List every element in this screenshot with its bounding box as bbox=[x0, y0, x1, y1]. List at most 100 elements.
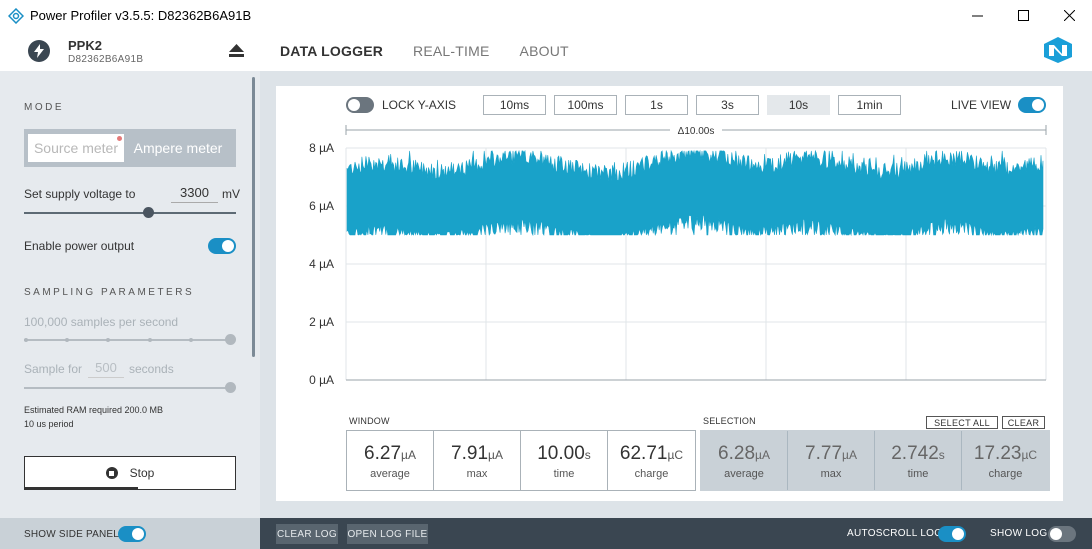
voltage-label: Set supply voltage to bbox=[24, 187, 136, 201]
window-1s-button[interactable]: 1s bbox=[625, 95, 688, 115]
side-panel-scrollbar[interactable] bbox=[252, 77, 255, 357]
maximize-button[interactable] bbox=[1000, 0, 1046, 31]
window-max-unit: µA bbox=[488, 448, 503, 462]
window-10ms-button[interactable]: 10ms bbox=[483, 95, 546, 115]
window-time: 10.00s time bbox=[521, 431, 608, 490]
ram-estimate: Estimated RAM required 200.0 MB bbox=[24, 405, 164, 415]
source-meter-indicator bbox=[117, 136, 122, 141]
data-logger-panel: LOCK Y-AXIS 10ms 100ms 1s 3s 10s 1min LI… bbox=[276, 86, 1063, 501]
live-view-toggle[interactable] bbox=[1018, 97, 1046, 113]
stop-icon bbox=[105, 467, 118, 479]
source-meter-label: Source meter bbox=[33, 140, 119, 156]
sample-for-unit: seconds bbox=[129, 362, 174, 376]
window-100ms-button[interactable]: 100ms bbox=[554, 95, 617, 115]
samples-slider-tick bbox=[65, 338, 69, 342]
lock-y-axis-toggle[interactable] bbox=[346, 97, 374, 113]
window-title: Power Profiler v3.5.5: D82362B6A91B bbox=[30, 8, 252, 23]
sampling-progress-bar bbox=[24, 487, 138, 490]
y-tick-label: 2 µA bbox=[309, 315, 334, 329]
window-stats-boxes: 6.27µA average 7.91µA max 10.00s time 62… bbox=[346, 430, 696, 491]
voltage-input[interactable]: 3300 bbox=[171, 185, 218, 203]
samples-slider-tick bbox=[24, 338, 28, 342]
show-side-panel-toggle[interactable] bbox=[118, 526, 146, 542]
selection-average-unit: µA bbox=[755, 448, 770, 462]
autoscroll-log-toggle[interactable] bbox=[938, 526, 966, 542]
y-tick-label: 4 µA bbox=[309, 257, 334, 271]
selection-charge-label: charge bbox=[988, 468, 1023, 480]
mode-title: MODE bbox=[24, 102, 64, 113]
lock-y-axis-label: LOCK Y-AXIS bbox=[382, 98, 457, 112]
selection-average-value: 6.28 bbox=[718, 443, 756, 464]
window-3s-button[interactable]: 3s bbox=[696, 95, 759, 115]
y-tick-label: 6 µA bbox=[309, 199, 334, 213]
selection-charge-unit: µC bbox=[1021, 448, 1038, 462]
duration-slider-handle[interactable] bbox=[225, 382, 236, 393]
chart-toolbar: LOCK Y-AXIS 10ms 100ms 1s 3s 10s 1min LI… bbox=[276, 86, 1063, 122]
window-charge-value: 62.71 bbox=[619, 443, 668, 464]
minimize-button[interactable] bbox=[954, 0, 1000, 31]
selection-time-value: 2.742 bbox=[891, 443, 939, 464]
tab-data-logger[interactable]: DATA LOGGER bbox=[280, 43, 384, 59]
samples-slider-tick bbox=[106, 338, 110, 342]
selection-average-label: average bbox=[724, 468, 764, 480]
samples-slider-track[interactable] bbox=[24, 339, 232, 341]
minimize-icon bbox=[971, 15, 983, 17]
autoscroll-log-label: AUTOSCROLL LOG bbox=[847, 528, 943, 539]
selection-max: 7.77µA max bbox=[788, 431, 875, 490]
device-selector[interactable]: PPK2 D82362B6A91B bbox=[0, 31, 260, 71]
show-log-label: SHOW LOG bbox=[990, 528, 1048, 539]
window-average: 6.27µA average bbox=[347, 431, 434, 490]
voltage-slider-handle[interactable] bbox=[143, 207, 154, 218]
tab-about[interactable]: ABOUT bbox=[519, 43, 569, 59]
eject-icon[interactable] bbox=[229, 44, 244, 58]
close-button[interactable] bbox=[1046, 0, 1092, 31]
selection-stats-title: SELECTION bbox=[703, 416, 756, 426]
window-average-value: 6.27 bbox=[364, 443, 402, 464]
power-output-toggle[interactable] bbox=[208, 238, 236, 254]
selection-stats: SELECTION SELECT ALL CLEAR 6.28µA averag… bbox=[700, 416, 1050, 492]
y-tick-label: 8 µA bbox=[309, 141, 334, 155]
sample-for-input[interactable]: 500 bbox=[88, 360, 124, 378]
maximize-icon bbox=[1017, 10, 1029, 21]
duration-slider-track[interactable] bbox=[24, 387, 232, 389]
stop-button[interactable]: Stop bbox=[24, 456, 236, 490]
voltage-slider-track[interactable] bbox=[24, 212, 236, 214]
selection-charge-value: 17.23 bbox=[973, 443, 1022, 464]
sampling-title: SAMPLING PARAMETERS bbox=[24, 287, 195, 298]
selection-time: 2.742s time bbox=[875, 431, 962, 490]
window-10s-button[interactable]: 10s bbox=[767, 95, 830, 115]
side-panel: MODE Source meter Ampere meter Set suppl… bbox=[0, 71, 260, 518]
selection-max-unit: µA bbox=[842, 448, 857, 462]
bolt-icon bbox=[28, 40, 50, 62]
device-serial: D82362B6A91B bbox=[68, 54, 144, 65]
close-icon bbox=[1063, 10, 1075, 21]
selection-charge: 17.23µC charge bbox=[962, 431, 1049, 490]
clear-log-button[interactable]: CLEAR LOG bbox=[276, 524, 338, 544]
samples-slider-tick bbox=[189, 338, 193, 342]
live-view-label: LIVE VIEW bbox=[951, 98, 1012, 112]
window-average-label: average bbox=[370, 468, 410, 480]
device-name: PPK2 bbox=[68, 38, 102, 53]
window-max: 7.91µA max bbox=[434, 431, 521, 490]
samples-slider-handle[interactable] bbox=[225, 334, 236, 345]
show-log-toggle[interactable] bbox=[1048, 526, 1076, 542]
clear-selection-button[interactable]: CLEAR bbox=[1002, 416, 1045, 429]
window-charge-unit: µC bbox=[667, 448, 684, 462]
window-max-value: 7.91 bbox=[451, 443, 489, 464]
open-log-file-button[interactable]: OPEN LOG FILE bbox=[347, 524, 428, 544]
mode-toggle: Source meter Ampere meter bbox=[24, 129, 236, 167]
tab-real-time[interactable]: REAL-TIME bbox=[413, 43, 490, 59]
selection-time-unit: s bbox=[938, 448, 945, 462]
selection-max-label: max bbox=[820, 468, 842, 480]
window-1min-button[interactable]: 1min bbox=[838, 95, 901, 115]
current-chart[interactable]: Δ10.00s 8 µA 6 µA 4 µA 2 µA 0 µA bbox=[276, 122, 1063, 392]
app-icon bbox=[8, 7, 24, 24]
window-time-value: 10.00 bbox=[537, 443, 585, 464]
selection-stats-boxes: 6.28µA average 7.77µA max 2.742s time 17… bbox=[700, 430, 1050, 491]
voltage-unit: mV bbox=[222, 187, 240, 201]
window-max-label: max bbox=[466, 468, 488, 480]
app-header: PPK2 D82362B6A91B DATA LOGGER REAL-TIME … bbox=[0, 31, 1092, 71]
ampere-meter-option[interactable]: Ampere meter bbox=[133, 140, 223, 156]
source-meter-option[interactable]: Source meter bbox=[28, 134, 124, 162]
select-all-button[interactable]: SELECT ALL bbox=[926, 416, 998, 429]
